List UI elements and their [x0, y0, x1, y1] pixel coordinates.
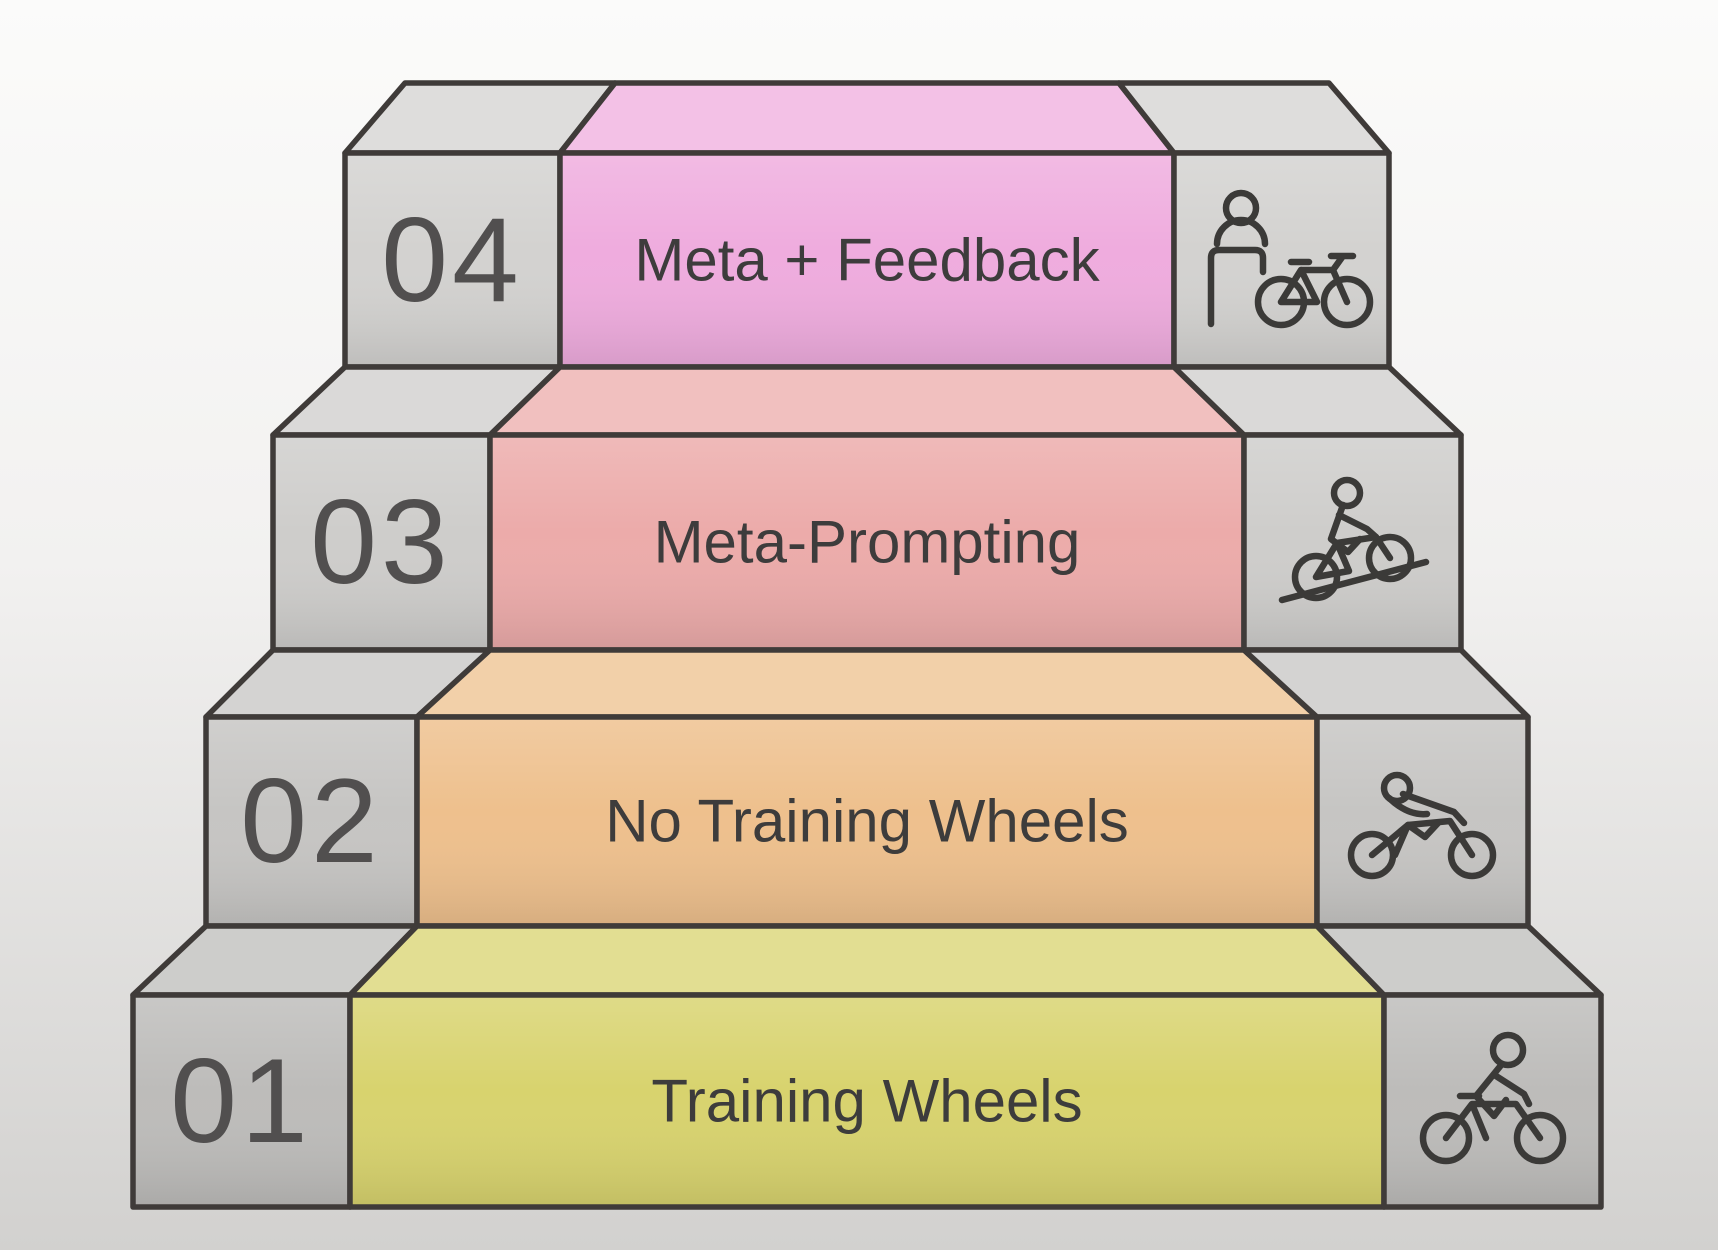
step-03-label: Meta-Prompting	[654, 509, 1081, 576]
step-03-number: 03	[310, 475, 451, 609]
step-03-top-surface	[490, 367, 1244, 435]
cyclist-uphill-icon	[1278, 476, 1430, 604]
step-04-label: Meta + Feedback	[634, 227, 1100, 294]
step-02: 02 No Training Wheels	[206, 650, 1528, 926]
step-02-top-surface	[417, 650, 1317, 717]
step-01-label: Training Wheels	[651, 1068, 1082, 1135]
step-04-number: 04	[381, 193, 522, 327]
step-04-top-surface	[560, 83, 1174, 153]
cyclist-aero-icon	[1347, 771, 1497, 880]
step-02-label: No Training Wheels	[605, 788, 1129, 855]
step-03: 03 Meta-Prompting	[273, 367, 1461, 650]
step-04: 04 Meta + Feedback	[345, 83, 1389, 367]
step-01-top-surface	[350, 926, 1384, 995]
step-01: 01 Training Wheels	[133, 926, 1601, 1207]
step-02-number: 02	[240, 754, 381, 888]
step-04-icon-panel	[1174, 153, 1389, 367]
step-01-number: 01	[170, 1034, 311, 1168]
cyclist-upright-icon	[1419, 1031, 1567, 1165]
person-with-bicycle-icon	[1207, 189, 1374, 329]
